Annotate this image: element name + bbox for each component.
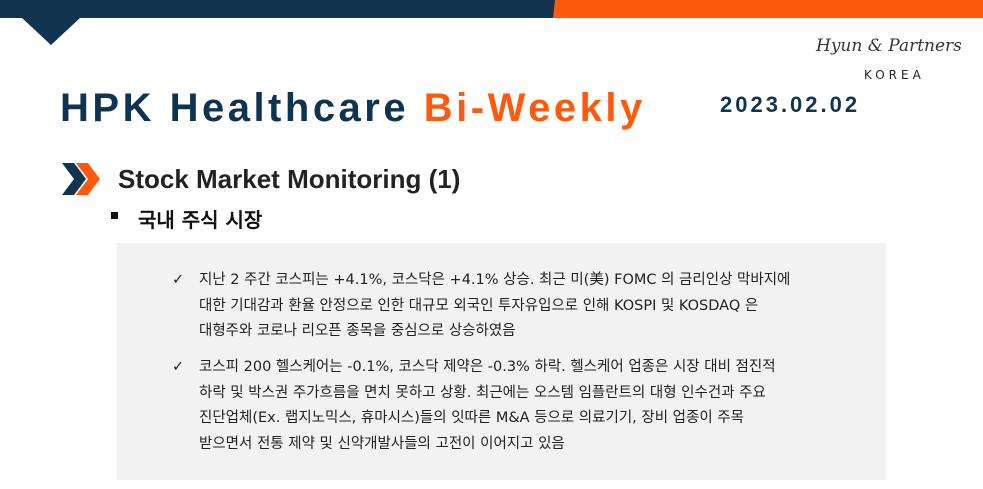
header-bar-navy [0, 0, 560, 18]
item-line: 지난 2 주간 코스피는 +4.1%, 코스닥은 +4.1% 상승. 최근 미(… [199, 272, 791, 288]
item-line: 코스피 200 헬스케어는 -0.1%, 코스닥 제약은 -0.3% 하락. 헬… [199, 359, 776, 375]
check-icon: ✓ [172, 359, 185, 375]
item-line: 진단업체(Ex. 랩지노믹스, 휴마시스)들의 잇따른 M&A 등으로 의료기기… [199, 410, 744, 426]
content-box [117, 243, 886, 480]
header-bar-orange [553, 0, 983, 18]
brand-sub: KOREA [864, 68, 925, 82]
item-line: 하락 및 박스권 주가흐름을 면치 못하고 상황. 최근에는 오스템 임플란트의… [199, 384, 766, 401]
report-date: 2023.02.02 [720, 92, 861, 117]
section-title: Stock Market Monitoring (1) [118, 164, 461, 194]
check-icon: ✓ [172, 272, 185, 288]
list-item: ✓ 지난 2 주간 코스피는 +4.1%, 코스닥은 +4.1% 상승. 최근 … [172, 268, 790, 345]
title-accent: Bi-Weekly [423, 86, 646, 130]
header-triangle [22, 18, 80, 45]
title-main: HPK Healthcare [60, 86, 410, 130]
list-item: ✓ 코스피 200 헬스케어는 -0.1%, 코스닥 제약은 -0.3% 하락.… [172, 355, 776, 457]
item-line: 대한 기대감과 환율 안정으로 인한 대규모 외국인 투자유입으로 인해 KOS… [199, 297, 759, 314]
section-subtitle: 국내 주식 시장 [138, 208, 263, 232]
double-chevron-right-icon [62, 163, 100, 195]
bullet-square-icon [111, 212, 118, 219]
item-line: 받으면서 전통 제약 및 신약개발사들의 고전이 이어지고 있음 [199, 435, 565, 452]
page-title: HPK Healthcare Bi-Weekly [60, 86, 646, 131]
item-line: 대형주와 코로나 리오픈 종목을 중심으로 상승하였음 [199, 323, 516, 339]
brand-logo: Hyun & Partners [816, 36, 962, 56]
